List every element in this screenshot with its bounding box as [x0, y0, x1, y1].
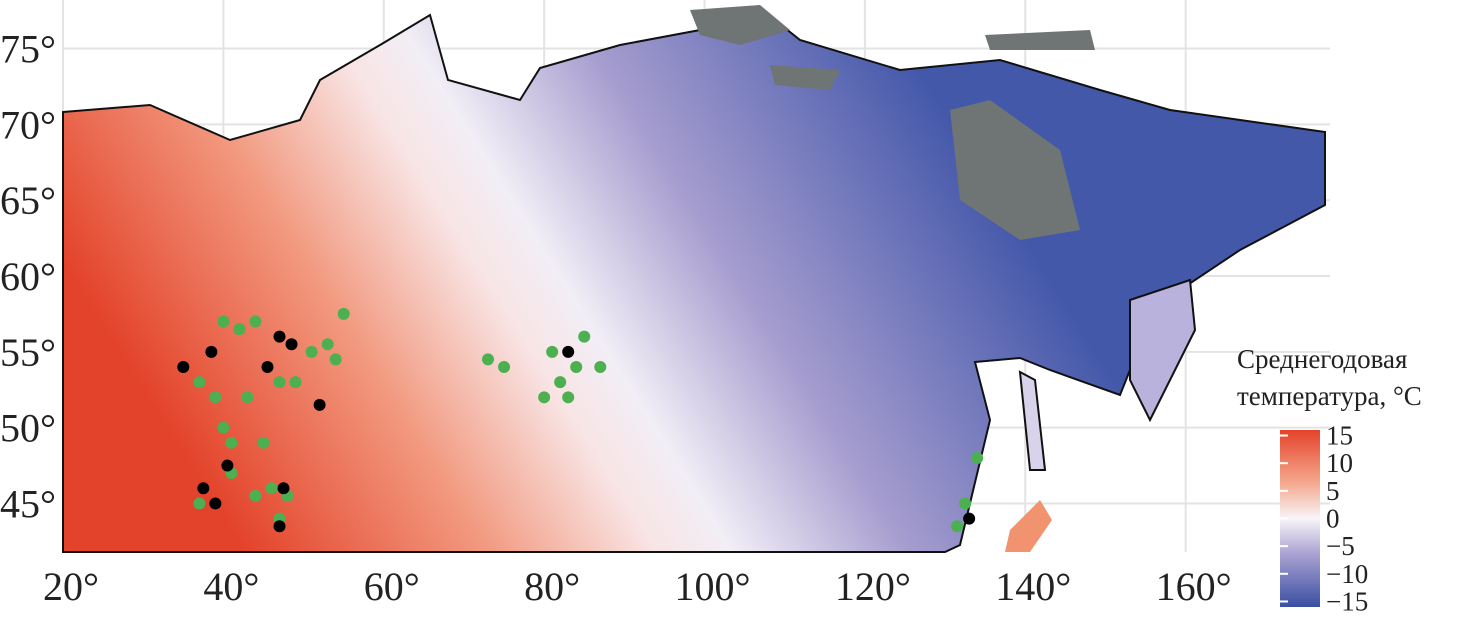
site-point — [305, 345, 318, 358]
mainland — [62, 6, 1326, 553]
site-point — [562, 345, 575, 358]
x-tick-label: 60° — [364, 564, 420, 609]
site-point — [594, 360, 607, 373]
site-point — [951, 520, 964, 533]
colorbar-tick-label: −10 — [1326, 559, 1368, 589]
site-point — [225, 436, 238, 449]
site-point — [538, 391, 551, 404]
site-point — [217, 421, 230, 434]
site-point — [217, 315, 230, 328]
ice-patch — [770, 65, 840, 90]
site-point — [337, 307, 350, 320]
ice-patch — [985, 30, 1095, 50]
site-point — [289, 376, 302, 389]
y-tick-label: 75° — [0, 27, 56, 72]
site-point — [197, 482, 210, 495]
site-point — [313, 398, 326, 411]
site-point — [321, 338, 334, 351]
colorbar-tick-label: 0 — [1326, 504, 1340, 534]
points — [177, 307, 984, 533]
site-point — [193, 376, 206, 389]
colorbar-tick-label: 10 — [1326, 448, 1353, 478]
site-point — [273, 376, 286, 389]
site-point — [221, 459, 234, 472]
site-point — [971, 451, 984, 464]
site-point — [273, 520, 286, 533]
landmass — [62, 5, 1326, 553]
site-point — [546, 345, 559, 358]
y-tick-label: 60° — [0, 254, 56, 299]
axes: 20° 40° 60° 80° 100° 120° 140° 160° 45° 50° 55° 60°… — [0, 27, 1232, 609]
site-point — [329, 353, 342, 366]
legend-title: Среднегодовая — [1237, 344, 1407, 374]
site-point — [570, 360, 583, 373]
y-tick-label: 45° — [0, 481, 56, 526]
site-point — [498, 360, 511, 373]
site-point — [249, 315, 262, 328]
legend-title: температура, °C — [1237, 381, 1422, 411]
site-point — [265, 482, 278, 495]
x-tick-label: 100° — [675, 564, 751, 609]
sakhalin — [1018, 370, 1047, 471]
x-tick-label: 20° — [43, 564, 99, 609]
japan — [1005, 500, 1052, 552]
site-point — [277, 482, 290, 495]
site-point — [209, 497, 222, 510]
site-point — [562, 391, 575, 404]
y-tick-label: 50° — [0, 406, 56, 451]
site-point — [205, 345, 218, 358]
site-point — [273, 330, 286, 343]
x-tick-label: 40° — [203, 564, 259, 609]
site-point — [959, 497, 972, 510]
site-point — [554, 376, 567, 389]
site-point — [963, 512, 976, 525]
colorbar-tick-label: 5 — [1326, 476, 1340, 506]
x-tick-label: 160° — [1156, 564, 1232, 609]
colorbar-tick-label: −15 — [1326, 586, 1368, 616]
y-tick-label: 55° — [0, 330, 56, 375]
site-point — [482, 353, 495, 366]
site-point — [578, 330, 591, 343]
y-tick-label: 65° — [0, 178, 56, 223]
ice-patch — [690, 5, 790, 45]
site-point — [193, 497, 206, 510]
kamchatka — [1129, 278, 1197, 423]
site-point — [177, 360, 190, 373]
site-point — [241, 391, 254, 404]
colorbar-tick-label: −5 — [1326, 531, 1355, 561]
site-point — [285, 338, 298, 351]
y-tick-label: 70° — [0, 102, 56, 147]
site-point — [209, 391, 222, 404]
x-tick-label: 80° — [524, 564, 580, 609]
site-point — [233, 323, 246, 336]
site-point — [257, 436, 270, 449]
x-tick-label: 120° — [835, 564, 911, 609]
colorbar-tick-label: 15 — [1326, 421, 1353, 451]
ice-patch — [950, 100, 1080, 240]
x-tick-label: 140° — [995, 564, 1071, 609]
site-point — [249, 489, 262, 502]
site-point — [261, 360, 274, 373]
